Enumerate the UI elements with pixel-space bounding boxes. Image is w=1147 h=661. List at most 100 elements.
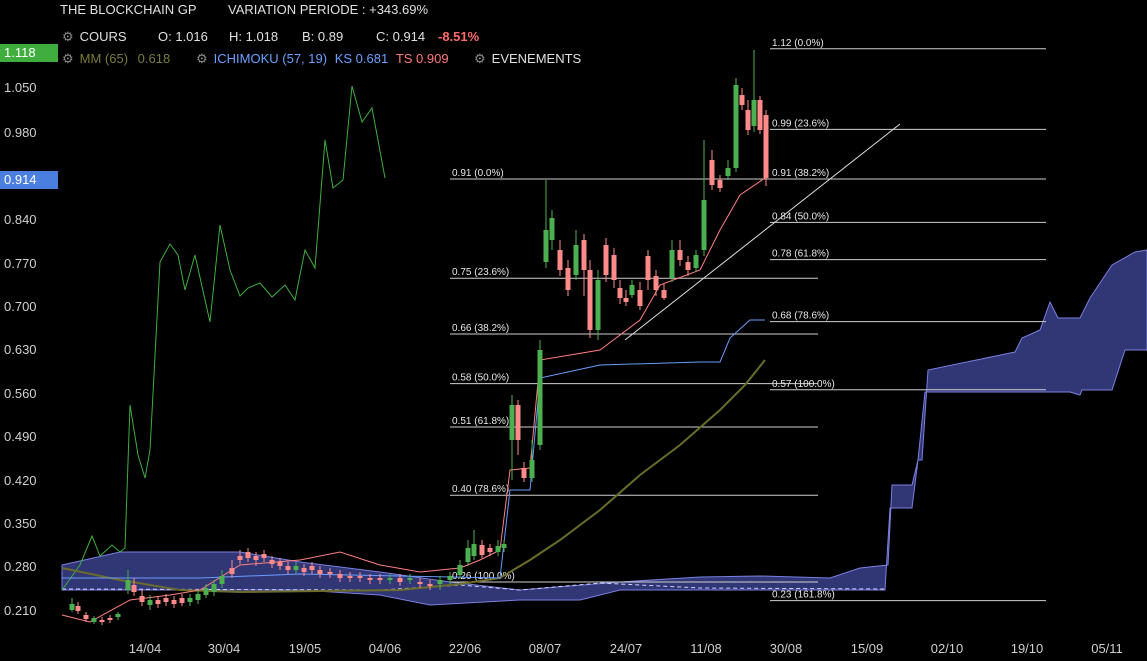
candle-body [637, 290, 643, 306]
candle-body [543, 230, 549, 262]
candlesticks [69, 50, 769, 625]
period-variation: VARIATION PERIODE : +343.69% [228, 2, 429, 17]
candle-body [187, 598, 193, 602]
fib-level-label: 0.51 (61.8%) [452, 416, 509, 427]
candle-body [617, 288, 623, 298]
candle-body [521, 468, 527, 478]
candle-body [587, 270, 593, 330]
candle-body [69, 604, 75, 610]
candle-body [595, 280, 601, 330]
candle-body [611, 255, 617, 280]
fib-level-label: 1.12 (0.0%) [772, 38, 824, 49]
candle-body [277, 562, 283, 566]
kijun-line [62, 319, 765, 579]
candle-body [75, 606, 81, 611]
mm-value: 0.618 [137, 51, 171, 66]
candle-body [479, 545, 485, 555]
events-label[interactable]: EVENEMENTS [491, 51, 582, 66]
candle-body [367, 578, 373, 580]
x-tick-label: 15/09 [850, 641, 884, 656]
candle-body [211, 584, 217, 592]
y-tick-label: 0.560 [4, 386, 37, 401]
fib-level-label: 0.26 (100.0%) [452, 571, 515, 582]
candle-body [739, 95, 745, 105]
candle-body [623, 298, 629, 302]
candle-body [171, 600, 177, 604]
gear-icon[interactable]: ⚙ [474, 51, 486, 66]
fib-level-label: 0.66 (38.2%) [452, 323, 509, 334]
x-tick-label: 30/04 [207, 641, 241, 656]
ichimoku-label[interactable]: ICHIMOKU (57, 19) [213, 51, 328, 66]
candle-body [407, 578, 413, 580]
y-tick-label: 0.210 [4, 603, 37, 618]
candle-body [99, 620, 105, 622]
candle-body [437, 580, 443, 584]
x-tick-label: 19/10 [1010, 641, 1044, 656]
candle-body [745, 110, 751, 130]
instrument-name: THE BLOCKCHAIN GP [60, 2, 197, 17]
candle-body [397, 578, 403, 582]
cours-label[interactable]: COURS [79, 29, 127, 44]
indicator-lines [61, 85, 766, 623]
candle-body [495, 546, 501, 552]
fib-level-label: 0.84 (50.0%) [772, 211, 829, 222]
ts-value: TS 0.909 [395, 51, 449, 66]
candle-body [83, 615, 89, 619]
candle-body [357, 576, 363, 578]
y-tick-label: 0.350 [4, 516, 37, 531]
x-tick-label: 14/04 [128, 641, 162, 656]
candle-body [573, 245, 579, 275]
mm-label[interactable]: MM (65) [79, 51, 129, 66]
x-tick-label: 08/07 [528, 641, 562, 656]
last-high-tag: 1.118 [0, 44, 58, 62]
candle-body [163, 598, 169, 602]
x-tick-label: 22/06 [448, 641, 482, 656]
x-tick-label: 30/08 [769, 641, 803, 656]
candle-body [487, 548, 493, 552]
candle-body [327, 572, 333, 574]
gear-icon[interactable]: ⚙ [62, 29, 74, 44]
y-tick-label: 0.840 [4, 212, 37, 227]
candle-body [219, 576, 225, 584]
y-tick-label: 0.420 [4, 473, 37, 488]
candle-body [107, 618, 113, 620]
fib-level-label: 0.58 (50.0%) [452, 373, 509, 384]
candle-body [733, 85, 739, 168]
candle-body [701, 200, 707, 250]
cours-row: ⚙ COURS [62, 29, 127, 45]
fib-level-label: 0.99 (23.6%) [772, 118, 829, 129]
candle-body [237, 556, 243, 560]
candle-body [661, 290, 667, 298]
candle-body [645, 256, 651, 280]
high-value: H: 1.018 [229, 29, 279, 44]
y-tick-label: 0.490 [4, 429, 37, 444]
candle-body [581, 240, 587, 270]
candle-body [677, 250, 683, 260]
candle-body [139, 596, 145, 602]
candle-body [725, 168, 731, 176]
candle-body [269, 560, 275, 564]
candle-body [669, 250, 675, 278]
candle-body [337, 574, 343, 578]
candle-body [179, 598, 185, 603]
ichimoku-cloud-area [61, 249, 1147, 606]
candle-body [549, 218, 555, 240]
candle-body [253, 556, 259, 560]
candle-body [471, 544, 477, 556]
y-tick-label: 0.280 [4, 559, 37, 574]
candle-body [529, 460, 535, 478]
candle-body [417, 582, 423, 584]
gear-icon[interactable]: ⚙ [62, 51, 74, 66]
y-tick-label: 0.770 [4, 256, 37, 271]
candle-body [155, 600, 161, 604]
close-value: C: 0.914 [376, 29, 426, 44]
x-tick-label: 19/05 [288, 641, 322, 656]
candle-body [763, 115, 769, 178]
candle-body [377, 578, 383, 580]
last-price-tag: 0.914 [0, 171, 58, 189]
y-tick-label: 0.630 [4, 342, 37, 357]
candle-body [757, 100, 763, 130]
candle-body [653, 276, 659, 290]
gear-icon[interactable]: ⚙ [196, 51, 208, 66]
